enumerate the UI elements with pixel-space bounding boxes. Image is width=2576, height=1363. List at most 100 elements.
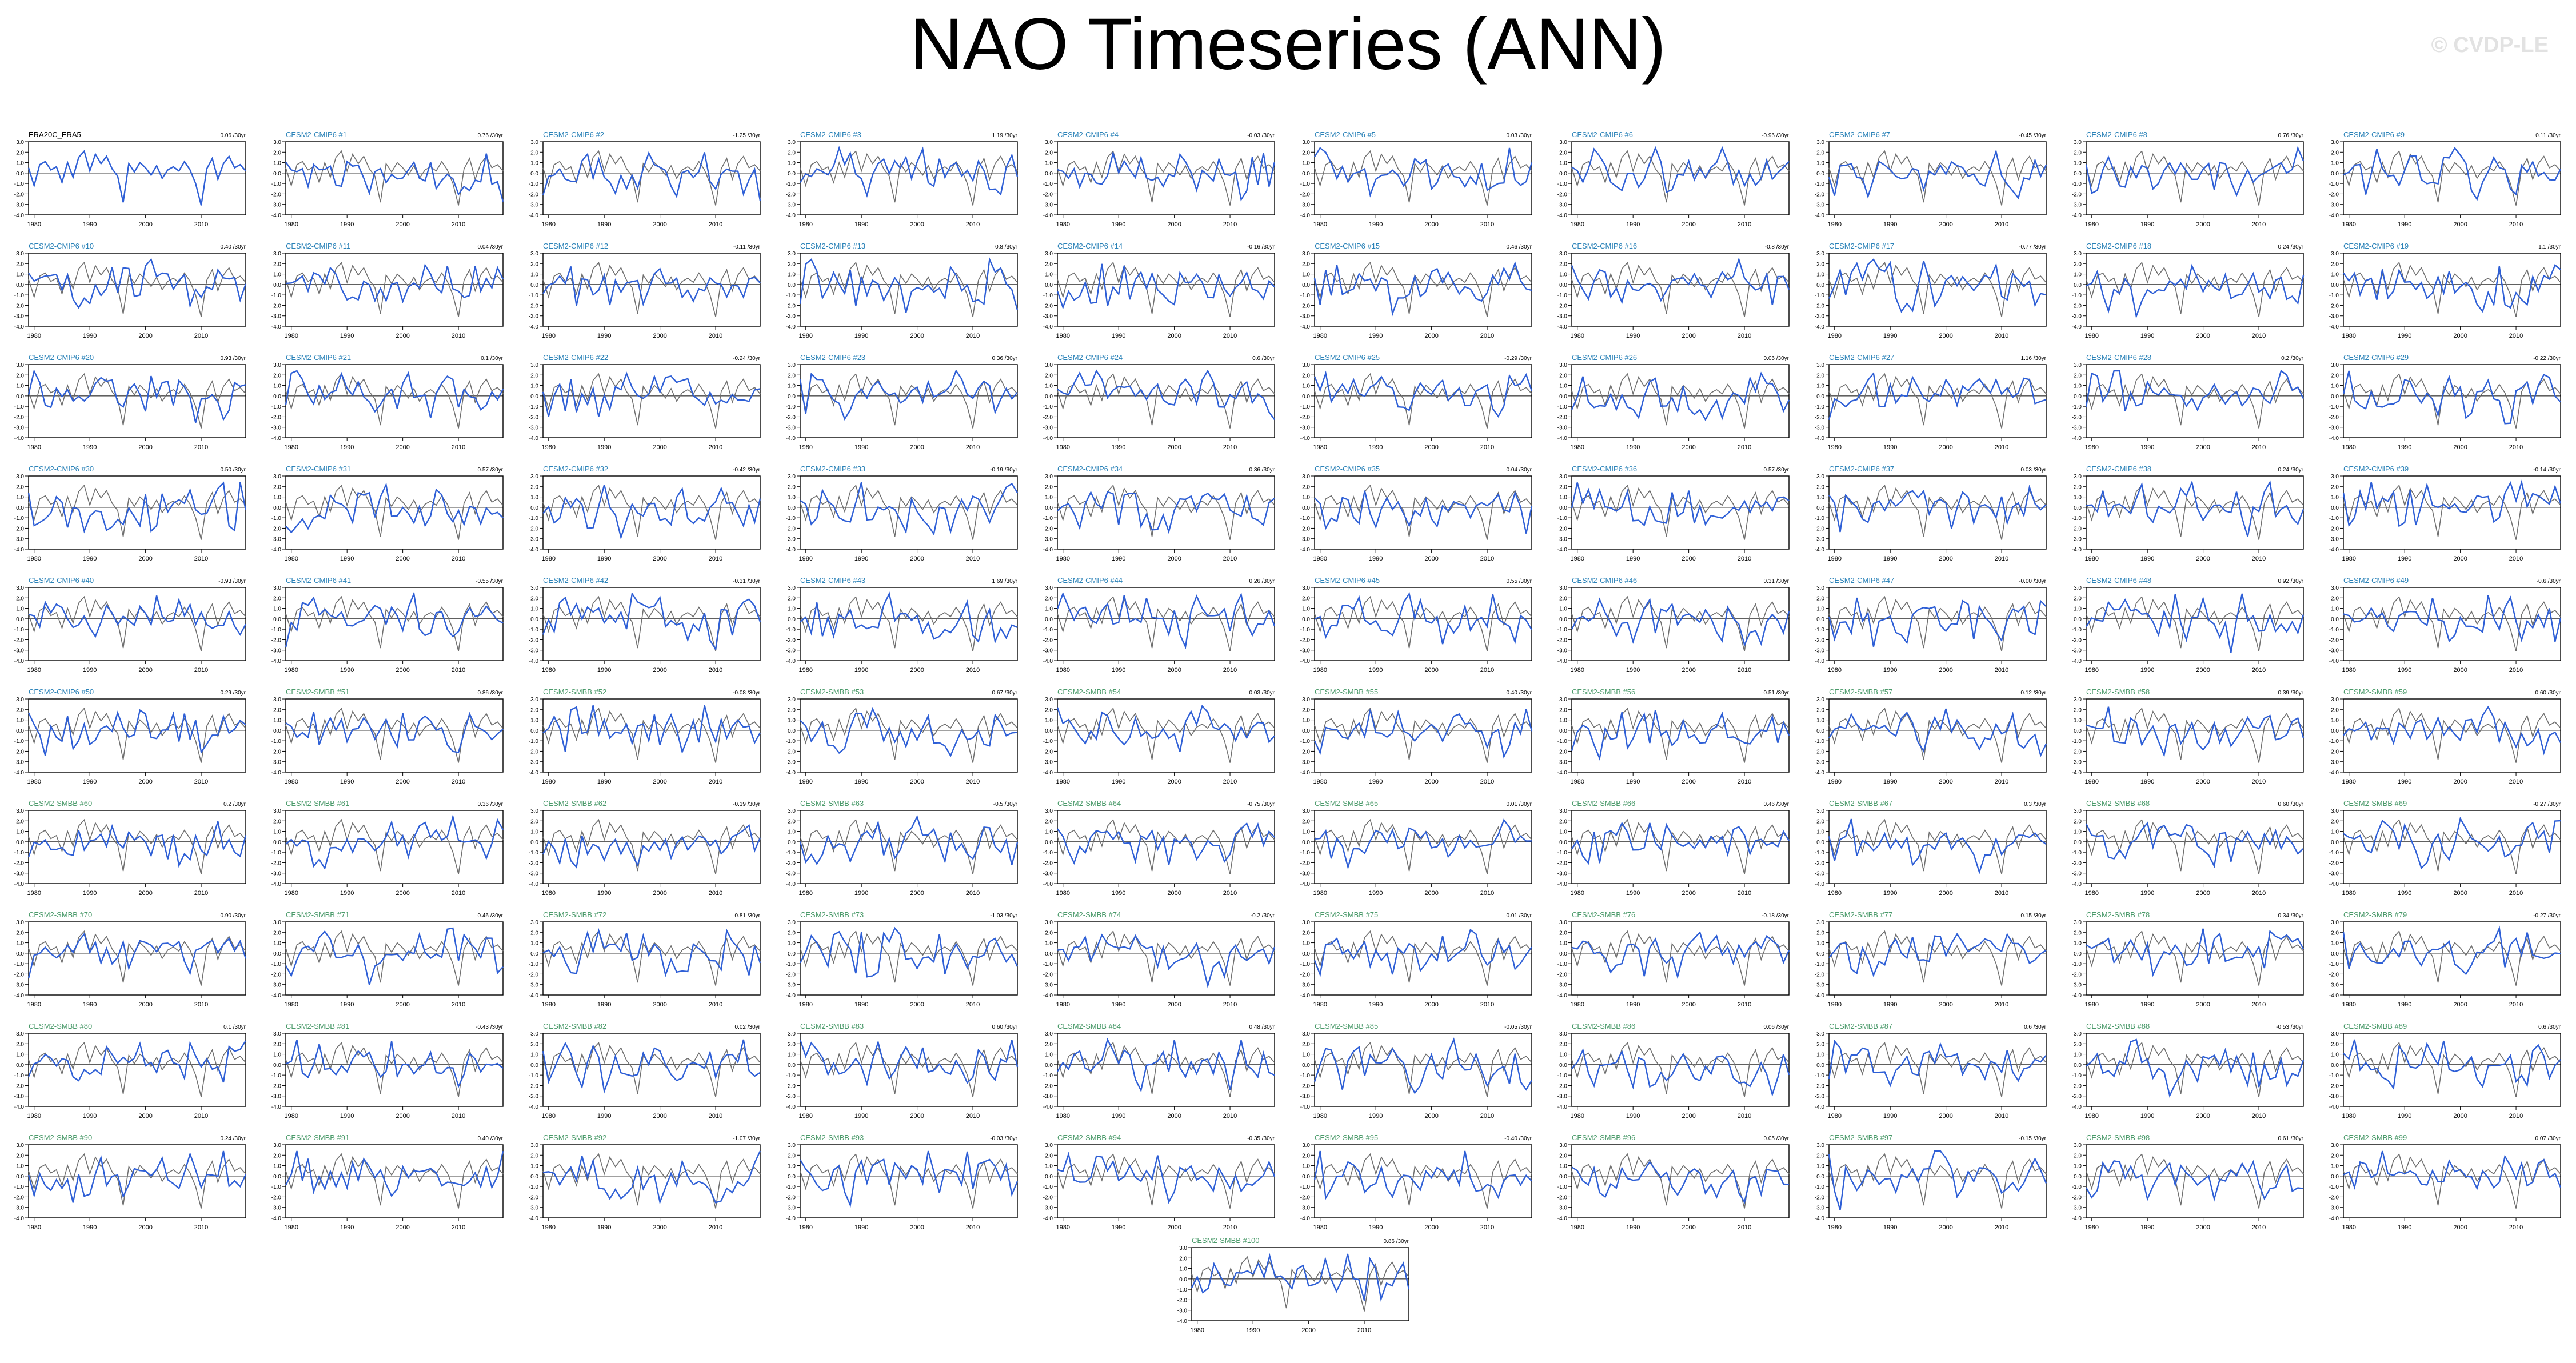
y-tick-label: -2.0 xyxy=(1043,637,1053,643)
y-tick-label: 1.0 xyxy=(1559,272,1567,278)
y-tick-label: -4.0 xyxy=(2329,658,2339,665)
watermark: © CVDP-LE xyxy=(2431,33,2549,57)
panel-4: CESM2-CMIP6 #4 -0.03 /30yr3.02.01.00.0-1.… xyxy=(1043,130,1276,228)
y-tick-label: 0.0 xyxy=(16,617,24,623)
x-tick-label: 2010 xyxy=(966,667,980,674)
x-tick-label: 2010 xyxy=(452,333,465,339)
obs-overlay-line xyxy=(1057,150,1275,206)
trend-label: -0.14 /30yr xyxy=(2533,467,2561,473)
y-tick-label: 1.0 xyxy=(1816,383,1824,390)
obs-overlay-line xyxy=(800,150,1018,206)
panel-75: CESM2-SMBB #75 0.01 /30yr3.02.01.00.0-1.0… xyxy=(1300,910,1532,1008)
panel-label: CESM2-CMIP6 #30 xyxy=(29,465,94,473)
x-tick-label: 2010 xyxy=(2509,444,2523,451)
panel-label: CESM2-SMBB #88 xyxy=(2086,1022,2150,1030)
y-tick-label: -4.0 xyxy=(1300,881,1311,888)
trend-label: 0.03 /30yr xyxy=(1507,133,1532,139)
x-tick-label: 2000 xyxy=(653,221,666,228)
x-tick-label: 1980 xyxy=(542,555,556,562)
y-tick-label: -3.0 xyxy=(271,648,282,654)
panel-76: CESM2-SMBB #76 -0.18 /30yr3.02.01.00.0-1.… xyxy=(1557,910,1790,1008)
ensemble-line xyxy=(542,151,761,201)
x-tick-label: 1980 xyxy=(542,333,556,339)
x-tick-label: 1990 xyxy=(340,555,354,562)
y-tick-label: -4.0 xyxy=(1300,1104,1311,1110)
panel-label: CESM2-SMBB #87 xyxy=(1829,1022,1892,1030)
y-tick-label: -3.0 xyxy=(271,537,282,543)
y-tick-label: -4.0 xyxy=(786,1104,796,1110)
y-tick-label: -3.0 xyxy=(1043,425,1053,431)
y-tick-label: 3.0 xyxy=(1302,1142,1310,1149)
ensemble-line xyxy=(542,266,761,307)
x-tick-label: 2010 xyxy=(2509,667,2523,674)
y-tick-label: 2.0 xyxy=(530,595,538,602)
y-tick-label: 1.0 xyxy=(1559,495,1567,501)
y-tick-label: 2.0 xyxy=(1559,930,1567,936)
y-tick-label: -2.0 xyxy=(529,637,539,643)
ensemble-line xyxy=(1571,146,1790,193)
y-tick-label: -1.0 xyxy=(14,961,25,968)
panel-label: ERA20C_ERA5 xyxy=(29,130,81,139)
y-tick-label: 0.0 xyxy=(788,951,796,957)
y-tick-label: 1.0 xyxy=(273,718,281,724)
y-tick-label: 0.0 xyxy=(1179,1277,1187,1283)
ensemble-line xyxy=(285,370,504,418)
y-tick-label: 3.0 xyxy=(1045,808,1053,814)
x-tick-label: 2010 xyxy=(966,221,980,228)
x-tick-label: 2000 xyxy=(396,444,409,451)
y-tick-label: -1.0 xyxy=(786,293,796,299)
y-tick-label: -4.0 xyxy=(1557,435,1568,442)
y-tick-label: 0.0 xyxy=(788,394,796,400)
x-tick-label: 1980 xyxy=(2085,1224,2099,1231)
plot-frame xyxy=(1571,810,1790,884)
y-tick-label: -3.0 xyxy=(14,648,25,654)
x-tick-label: 2010 xyxy=(709,333,722,339)
y-tick-label: 0.0 xyxy=(2074,951,2082,957)
y-tick-label: 2.0 xyxy=(1816,261,1824,267)
plot-frame xyxy=(1828,1033,2047,1107)
y-tick-label: -2.0 xyxy=(1815,749,1825,755)
y-tick-label: 3.0 xyxy=(2331,1031,2339,1037)
y-tick-label: -2.0 xyxy=(2072,860,2082,866)
x-tick-label: 2000 xyxy=(2453,667,2467,674)
plot-frame xyxy=(2086,1033,2304,1107)
y-tick-label: -3.0 xyxy=(2329,314,2339,320)
x-tick-label: 1990 xyxy=(2398,1001,2411,1008)
y-tick-label: -4.0 xyxy=(2072,1104,2082,1110)
y-tick-label: -4.0 xyxy=(529,1104,539,1110)
ensemble-line xyxy=(1828,484,2047,533)
x-tick-label: 1990 xyxy=(83,444,97,451)
panel-label: CESM2-SMBB #61 xyxy=(286,799,349,808)
panel-label: CESM2-SMBB #100 xyxy=(1192,1236,1260,1245)
x-tick-label: 2010 xyxy=(2509,1113,2523,1120)
y-tick-label: -2.0 xyxy=(14,1083,25,1089)
panel-27: CESM2-CMIP6 #27 1.16 /30yr3.02.01.00.0-1.… xyxy=(1815,353,2047,451)
x-tick-label: 2010 xyxy=(709,221,722,228)
panel-label: CESM2-CMIP6 #31 xyxy=(286,465,351,473)
x-tick-label: 2000 xyxy=(138,444,152,451)
x-tick-label: 1980 xyxy=(1056,1224,1070,1231)
x-tick-label: 2000 xyxy=(1939,667,1952,674)
x-tick-label: 2000 xyxy=(910,555,924,562)
y-tick-label: 1.0 xyxy=(1302,606,1310,613)
obs-overlay-line xyxy=(2343,261,2561,317)
y-tick-label: 2.0 xyxy=(273,595,281,602)
panel-label: CESM2-SMBB #66 xyxy=(1572,799,1635,808)
y-tick-label: -1.0 xyxy=(529,961,539,968)
y-tick-label: -4.0 xyxy=(1815,658,1825,665)
y-tick-label: 1.0 xyxy=(1045,941,1053,947)
x-tick-label: 2000 xyxy=(2453,1224,2467,1231)
y-tick-label: -4.0 xyxy=(529,324,539,330)
y-tick-label: 1.0 xyxy=(16,829,24,836)
y-tick-label: 3.0 xyxy=(273,808,281,814)
x-tick-label: 1990 xyxy=(1626,1113,1640,1120)
x-tick-label: 2000 xyxy=(1167,1113,1181,1120)
y-tick-label: 2.0 xyxy=(788,1153,796,1159)
y-tick-label: -4.0 xyxy=(271,1104,282,1110)
plot-frame xyxy=(1828,253,2047,327)
y-tick-label: 0.0 xyxy=(1045,728,1053,734)
trend-label: 0.05 /30yr xyxy=(1764,1136,1790,1142)
plot-frame xyxy=(1057,587,1275,661)
panel-label: CESM2-CMIP6 #49 xyxy=(2343,576,2409,585)
trend-label: -0.18 /30yr xyxy=(1762,913,1789,919)
